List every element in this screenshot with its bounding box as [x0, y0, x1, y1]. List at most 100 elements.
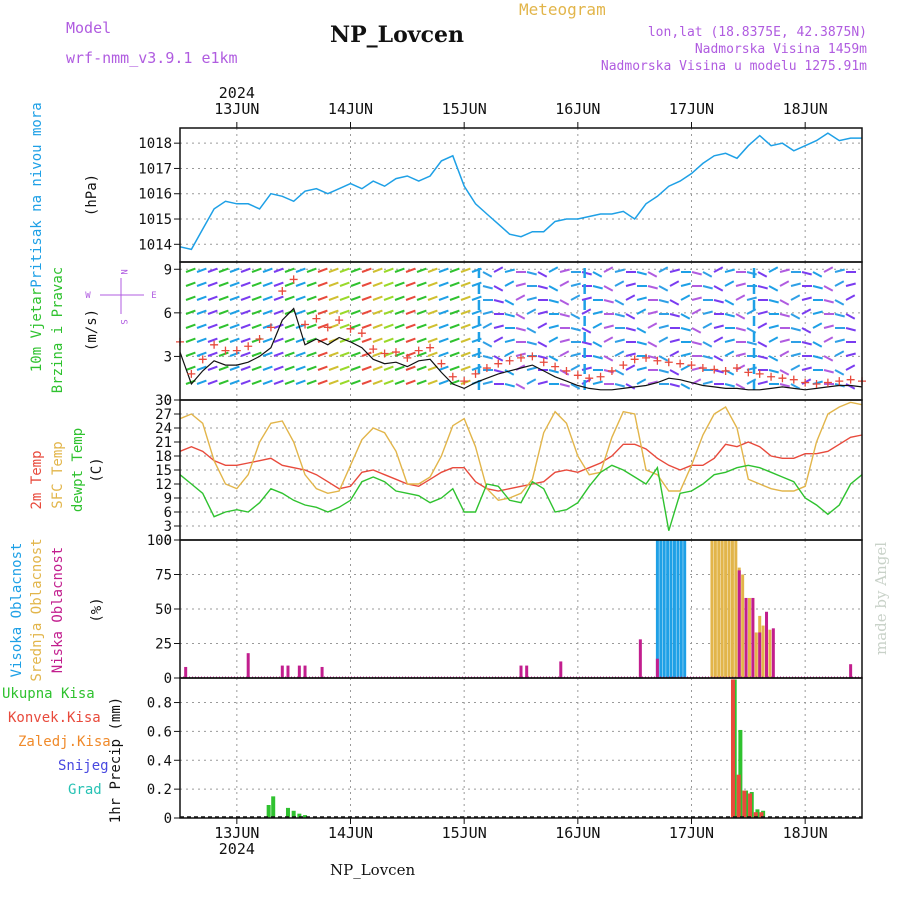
wind-arrow: [251, 309, 262, 315]
sfc-temp-line: [179, 401, 863, 502]
wind-arrow: [548, 266, 559, 273]
cloud-low-bar: [559, 661, 563, 678]
wind-arrow: [427, 295, 438, 301]
compass-s: S: [118, 319, 128, 324]
wind-arrow: [284, 295, 295, 301]
wind-arrow: [240, 267, 251, 273]
wind-arrow: [592, 285, 603, 290]
wind-arrow: [262, 379, 273, 385]
wind-arrow: [185, 351, 196, 357]
wind-arrow: [427, 267, 438, 273]
wind-arrow: [449, 351, 460, 357]
gust-marker: [539, 358, 548, 367]
gust-marker: [721, 366, 730, 375]
wind-arrow: [735, 294, 746, 301]
wind-arrow: [251, 365, 262, 371]
wind-arrow: [636, 366, 647, 371]
gust-marker: [596, 372, 605, 381]
wind-arrow: [460, 309, 471, 315]
wind-arrow: [229, 379, 240, 385]
y-tick-label: 1015: [138, 212, 172, 228]
wind-arrow: [570, 327, 581, 332]
wind-arrow: [317, 267, 328, 273]
wind-arrow: [592, 271, 603, 278]
y-tick-label: 50: [155, 602, 172, 618]
wind-arrow: [614, 268, 625, 273]
wind-axis-label-2: Brzina i Pravac: [50, 267, 66, 393]
temperature-unit-label: (C): [89, 457, 105, 482]
wind-arrow: [504, 313, 515, 318]
precip-axis-label: 1hr Precip (mm): [108, 697, 124, 823]
wind-arrow: [570, 364, 581, 371]
cloud-high-bar: [683, 540, 687, 678]
wind-arrow: [361, 323, 372, 329]
wind-arrow: [262, 337, 273, 343]
wind-arrow: [218, 309, 229, 315]
y-tick-label: 15: [155, 463, 172, 479]
cloud-mid-bar: [713, 540, 717, 678]
wind-arrow: [427, 323, 438, 329]
gust-marker: [551, 362, 560, 371]
gust-marker: [789, 375, 798, 384]
wind-arrow: [614, 280, 625, 287]
precip-legend-item: Zaledj.Kisa: [18, 734, 111, 750]
wind-arrow: [273, 379, 284, 385]
x-day-label-top: 17JUN: [669, 100, 714, 118]
wind-arrow: [273, 295, 284, 301]
gust-marker: [607, 366, 616, 375]
wind-arrow: [702, 285, 713, 290]
x-day-label-bottom: 15JUN: [442, 824, 487, 842]
wind-arrow: [427, 309, 438, 315]
wind-arrow: [438, 267, 449, 273]
wind-arrow: [625, 327, 636, 332]
wind-arrow: [460, 337, 471, 343]
wind-arrow: [372, 365, 383, 371]
wind-arrow: [625, 383, 636, 390]
wind-arrow: [603, 355, 614, 362]
cloud-mid-bar: [720, 540, 724, 678]
wind-arrow: [691, 341, 702, 346]
cloud-high-bar: [662, 540, 666, 678]
gust-marker: [278, 287, 287, 296]
y-tick-label: 3: [164, 349, 172, 365]
gust-marker: [562, 366, 571, 375]
wind-arrow: [460, 267, 471, 273]
wind-arrow: [724, 299, 735, 306]
lonlat-text: lon,lat (18.8375E, 42.3875N): [647, 25, 867, 40]
cloud-low-bar: [280, 665, 284, 678]
wind-arrow: [218, 295, 229, 301]
wind-arrow: [592, 310, 603, 315]
wind-arrow: [669, 299, 680, 306]
wind-arrow: [779, 383, 790, 388]
wind-arrow: [416, 281, 427, 287]
pressure-line: [179, 132, 862, 251]
y-tick-label: 25: [155, 637, 172, 653]
gust-marker: [426, 343, 435, 352]
wind-arrow: [757, 310, 768, 315]
y-tick-label: 1017: [138, 161, 172, 177]
wind-arrow: [559, 369, 570, 376]
wind-arrow: [361, 379, 372, 385]
gust-marker: [380, 349, 389, 358]
gust-marker: [710, 365, 719, 374]
wind-arrow: [229, 351, 240, 357]
wind-arrow: [306, 267, 317, 273]
wind-arrow: [438, 295, 449, 301]
x-day-label-top: 13JUN: [214, 100, 259, 118]
wind-arrow: [724, 350, 735, 357]
temp2m-axis-label: 2m Temp: [29, 450, 45, 509]
wind-arrow: [801, 308, 812, 315]
wind-arrow: [515, 327, 526, 332]
wind-arrow: [295, 295, 306, 301]
cloud-low-bar: [655, 658, 659, 678]
wind-arrow: [724, 280, 735, 287]
x-day-label-bottom: 13JUN: [214, 824, 259, 842]
wind-arrow: [416, 323, 427, 329]
gust-marker: [437, 359, 446, 368]
wind-arrow: [592, 380, 603, 385]
wind-arrow: [339, 351, 350, 357]
cloud-mid-bar: [734, 540, 738, 678]
wind-arrow: [196, 323, 207, 329]
wind-arrow: [790, 282, 801, 287]
wind-arrow: [526, 308, 537, 315]
